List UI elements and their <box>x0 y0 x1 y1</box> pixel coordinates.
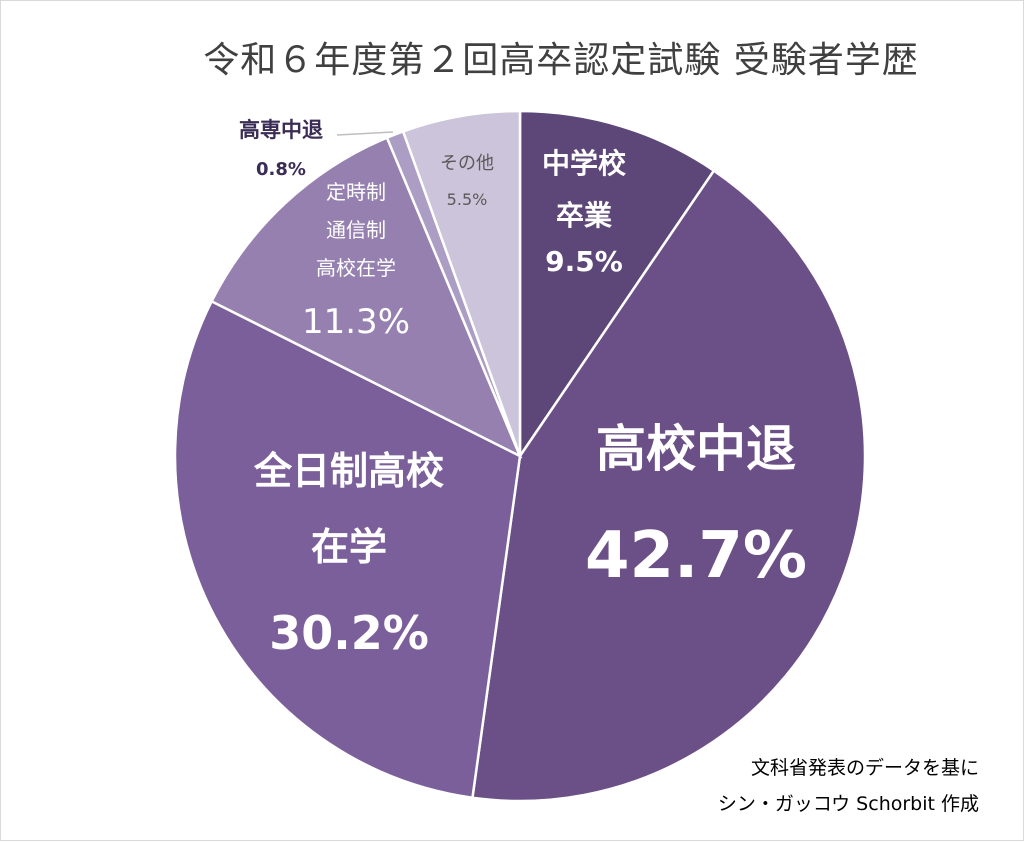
slice-2-label-line-1: 高校中退 <box>596 420 796 478</box>
slice-5-value-label: 0.8% <box>256 159 306 180</box>
source-credit-line2: シン・ガッコウ Schorbit 作成 <box>717 793 979 815</box>
slice-5-label-line-1: 高専中退 <box>239 118 323 142</box>
slice-1-label-line-2: 卒業 <box>556 199 612 232</box>
source-credit-line1: 文科省発表のデータを基に <box>750 757 979 779</box>
slice-4-value-label: 11.3% <box>302 302 410 342</box>
slice-2-value-label: 42.7% <box>585 519 807 593</box>
slice-3-label-line-2: 在学 <box>311 525 387 569</box>
slice-3-value-label: 30.2% <box>269 606 429 660</box>
pie-slice-1 <box>518 109 716 461</box>
slice-3-label-line-1: 全日制高校 <box>253 449 444 493</box>
slice-4-label-line-2: 通信制 <box>326 218 386 242</box>
pie-slice-4 <box>209 136 523 459</box>
leader-line-small-slice <box>336 131 394 136</box>
pie-slice-3 <box>173 299 522 800</box>
pie-slice-2 <box>471 168 867 803</box>
slice-1-label-line-1: 中学校 <box>542 147 627 180</box>
slice-1-value-label: 9.5% <box>545 245 623 278</box>
slice-4-label-line-3: 高校在学 <box>316 256 396 280</box>
slice-4-label-line-1: 定時制 <box>326 180 386 204</box>
slice-6-value-label: 5.5% <box>447 190 488 209</box>
pie-slice-6 <box>401 109 522 457</box>
slice-6-label-line-1: その他 <box>440 153 494 174</box>
chart-title: 令和６年度第２回高卒認定試験 受験者学歴 <box>203 40 919 81</box>
